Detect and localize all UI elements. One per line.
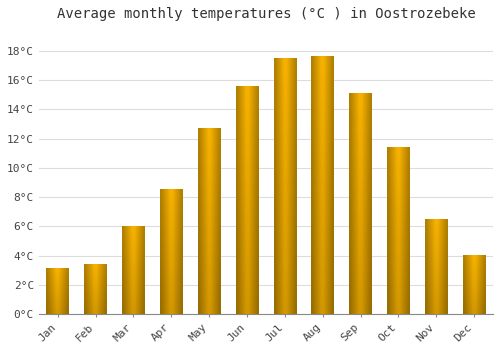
Title: Average monthly temperatures (°C ) in Oostrozebeke: Average monthly temperatures (°C ) in Oo… bbox=[56, 7, 476, 21]
